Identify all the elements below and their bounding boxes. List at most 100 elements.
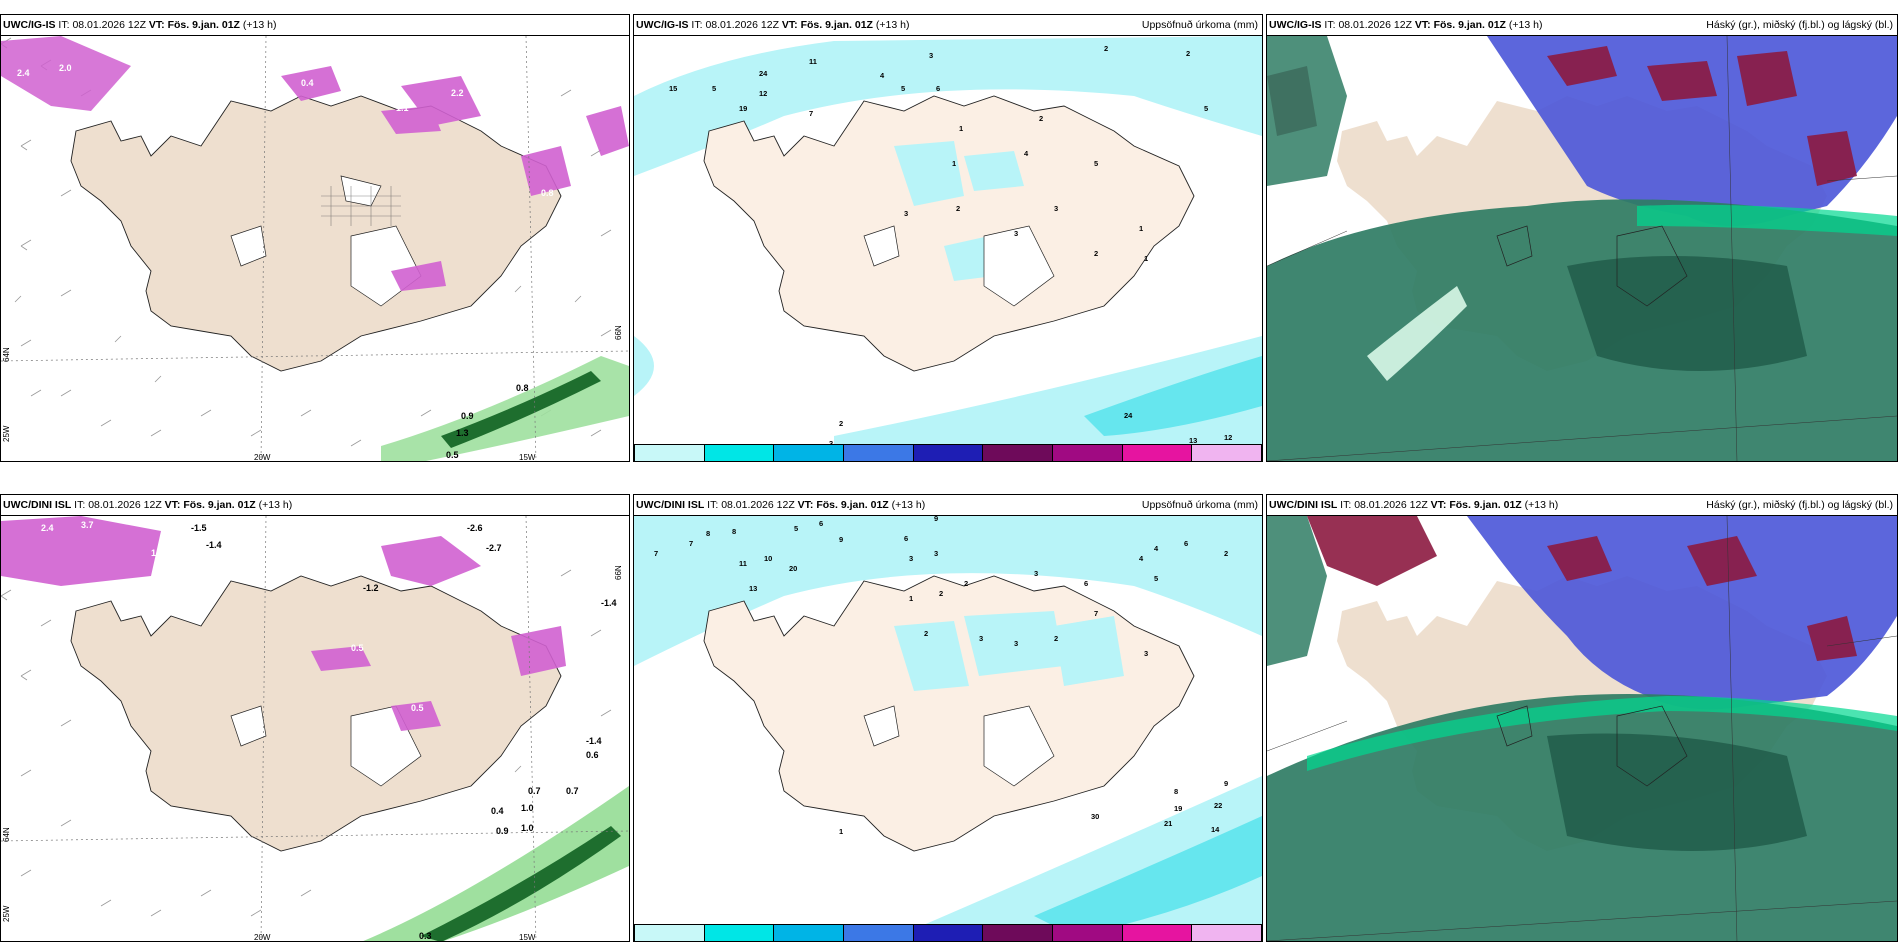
precip-value: 1	[1139, 224, 1143, 233]
wind-panel-dini: UWC/DINI ISL IT: 08.01.2026 12Z VT: Fös.…	[0, 494, 630, 942]
precip-value: 24	[1124, 411, 1133, 420]
wind-value: 0.6	[586, 750, 599, 760]
colorbar-bin	[983, 925, 1054, 941]
precip-value: 2	[1224, 549, 1228, 558]
precip-value: 6	[904, 534, 908, 543]
colorbar-bin	[774, 925, 845, 941]
precip-value: 11	[739, 559, 747, 568]
panel-title: UWC/IG-IS IT: 08.01.2026 12Z VT: Fös. 9.…	[3, 19, 277, 31]
precip-value: 19	[739, 104, 747, 113]
panel-title: UWC/DINI ISL IT: 08.01.2026 12Z VT: Fös.…	[3, 499, 293, 511]
precip-value: 3	[1054, 204, 1058, 213]
colorbar-bin	[635, 445, 705, 461]
precip-value: 4	[1154, 544, 1159, 553]
wind-value: 2.4	[17, 68, 30, 78]
iceland-land	[70, 575, 562, 852]
wind-value: 0.8	[111, 88, 124, 98]
wind-value: 1.3	[456, 428, 469, 438]
precip-value: 9	[1224, 779, 1228, 788]
precip-value: 3	[979, 634, 983, 643]
precip-map-svg: 11 3 15 5 4 5 6 24 12 19 7 2 2 1 1 2 4 5…	[634, 36, 1262, 461]
wind-value: 0.3	[419, 931, 432, 941]
wind-map: 2.4 2.0 1.5 1.3 0.8 0.4 1.1 2.2 0.8 0.8 …	[1, 35, 629, 462]
lat-label: 66N	[614, 325, 623, 340]
wind-value: 2.4	[41, 523, 54, 533]
precip-value: 3	[1014, 639, 1018, 648]
precip-value: 2	[939, 589, 943, 598]
colorbar-bin	[704, 445, 775, 461]
precip-panel-dini: UWC/DINI ISL IT: 08.01.2026 12Z VT: Fös.…	[633, 494, 1263, 942]
colorbar-bin	[1192, 445, 1262, 461]
precip-value: 12	[1224, 433, 1232, 442]
cloud-map	[1267, 35, 1897, 461]
wind-value: 1.1	[396, 103, 409, 113]
precip-map-svg: 7 7 8 8 5 6 9 9 6 11 20 13 10 3 3 6 2 5 …	[634, 516, 1262, 941]
precip-value: 1	[1144, 254, 1148, 263]
wind-value: 1.0	[521, 803, 534, 813]
panel-right-title: Háský (gr.), miðský (fj.bl.) og lágský (…	[1706, 19, 1893, 31]
colorbar-bin	[913, 925, 984, 941]
precip-value: 2	[964, 579, 968, 588]
panel-title: UWC/DINI ISL IT: 08.01.2026 12Z VT: Fös.…	[1269, 499, 1559, 511]
cloud-map-svg	[1267, 516, 1897, 941]
precip-value: 5	[1154, 574, 1158, 583]
precip-value: 7	[1094, 609, 1098, 618]
colorbar-bin	[1122, 925, 1193, 941]
precip-value: 21	[1164, 819, 1172, 828]
lat-label: 64N	[2, 827, 11, 842]
precip-value: 2	[1186, 49, 1190, 58]
precip-value: 5	[712, 84, 716, 93]
colorbar-bin	[983, 445, 1054, 461]
precip-value: 3	[909, 554, 913, 563]
precip-value: 2	[1104, 44, 1108, 53]
wind-value: 0.9	[461, 411, 474, 421]
precip-value: 7	[809, 109, 813, 118]
lon-label: 15W	[519, 933, 536, 942]
wind-value: 2.0	[59, 63, 72, 73]
wind-value: 1.0	[521, 823, 534, 833]
wind-value: 0.8	[516, 383, 529, 393]
precip-value: 2	[1094, 249, 1098, 258]
precip-value: 1	[959, 124, 963, 133]
precip-value: 3	[1034, 569, 1038, 578]
panel-right-title: Uppsöfnuð úrkoma (mm)	[1141, 19, 1258, 31]
precip-value: 5	[901, 84, 905, 93]
lat-label: 25W	[2, 905, 11, 922]
precip-value: 4	[880, 71, 885, 80]
precip-value: 8	[732, 527, 736, 536]
panel-right-title: Uppsöfnuð úrkoma (mm)	[1141, 499, 1258, 511]
lat-label: 25W	[2, 425, 11, 442]
precip-value: 5	[1204, 104, 1208, 113]
precip-value: 1	[909, 594, 913, 603]
cloud-map	[1267, 515, 1897, 941]
colorbar-bin	[774, 445, 845, 461]
wind-map: 2.4 3.7 1.7 0.5 0.5 -1.5 -1.4 -2.6 -2.7 …	[1, 515, 629, 942]
lon-label: 15W	[519, 453, 536, 462]
precip-value: 7	[689, 539, 693, 548]
colorbar-bin	[704, 925, 775, 941]
precip-value: 5	[794, 524, 798, 533]
precip-value: 3	[1144, 649, 1148, 658]
precip-value: 4	[1139, 554, 1144, 563]
wind-value: -2.7	[486, 543, 502, 553]
wind-panel-ig-is: UWC/IG-IS IT: 08.01.2026 12Z VT: Fös. 9.…	[0, 14, 630, 462]
colorbar-bin	[913, 445, 984, 461]
wind-value: 1.5	[151, 66, 164, 76]
wind-value: 0.8	[541, 188, 554, 198]
precip-value: 9	[839, 535, 843, 544]
lat-label: 66N	[614, 565, 623, 580]
precip-value: 15	[669, 84, 677, 93]
wind-value: 0.7	[566, 786, 579, 796]
precip-value: 2	[956, 204, 960, 213]
colorbar-bin	[844, 925, 914, 941]
precip-value: 7	[654, 549, 658, 558]
precip-value: 6	[1184, 539, 1188, 548]
precip-value: 3	[929, 51, 933, 60]
precip-value: 14	[1211, 825, 1220, 834]
precip-map: 7 7 8 8 5 6 9 9 6 11 20 13 10 3 3 6 2 5 …	[634, 515, 1262, 941]
precip-value: 20	[789, 564, 797, 573]
precip-value: 3	[829, 439, 833, 448]
lon-label: 20W	[254, 453, 271, 462]
precip-value: 13	[1189, 436, 1197, 445]
wind-value: -1.5	[191, 523, 207, 533]
